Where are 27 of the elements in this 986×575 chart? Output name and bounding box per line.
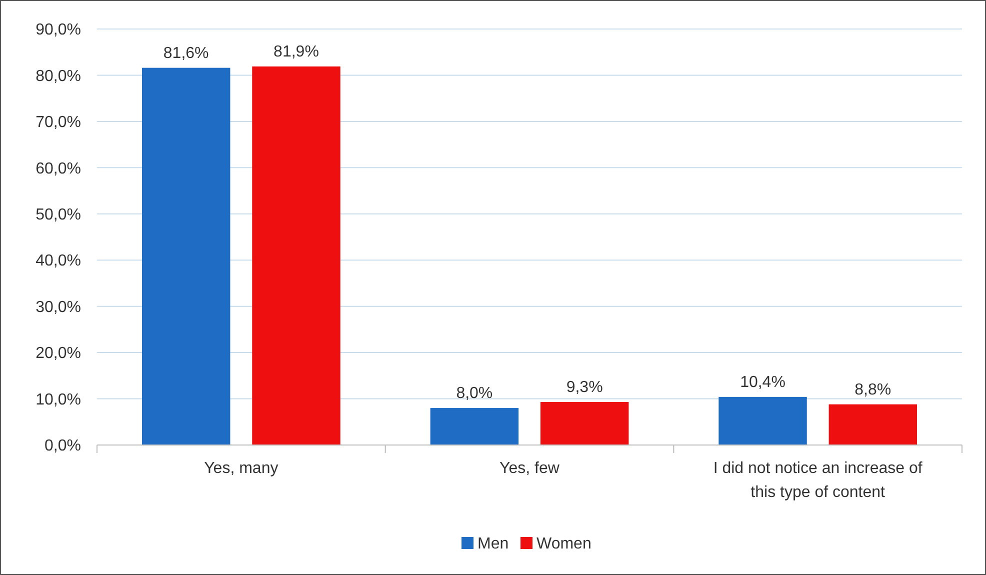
y-tick-label: 40,0% bbox=[36, 252, 81, 270]
y-tick-label: 80,0% bbox=[36, 68, 81, 85]
bar bbox=[540, 402, 629, 445]
bar bbox=[252, 66, 340, 445]
y-tick-label: 70,0% bbox=[36, 114, 81, 132]
bar bbox=[828, 404, 918, 445]
bar bbox=[430, 408, 519, 445]
data-label: 8,0% bbox=[456, 385, 493, 402]
data-label: 10,4% bbox=[740, 374, 786, 391]
y-tick-label: 0,0% bbox=[44, 438, 81, 455]
bar bbox=[718, 396, 807, 445]
data-label: 9,3% bbox=[566, 379, 603, 396]
y-tick-label: 50,0% bbox=[36, 206, 81, 224]
y-tick-label: 90,0% bbox=[36, 22, 81, 39]
y-tick-label: 10,0% bbox=[36, 391, 81, 408]
x-tick-label: Yes, few bbox=[500, 460, 560, 477]
bar bbox=[142, 68, 230, 445]
legend-label: Men bbox=[478, 536, 509, 553]
y-tick-label: 20,0% bbox=[36, 345, 81, 362]
data-label: 81,9% bbox=[274, 43, 319, 60]
x-tick-label: I did not notice an increase of this type of content bbox=[713, 460, 923, 501]
legend-label: Women bbox=[536, 536, 592, 553]
data-label: 81,6% bbox=[163, 44, 209, 62]
x-tick-label: Yes, many bbox=[204, 460, 278, 477]
data-label: 8,8% bbox=[854, 381, 892, 398]
y-tick-label: 60,0% bbox=[36, 160, 81, 178]
y-tick-label: 30,0% bbox=[36, 298, 81, 316]
